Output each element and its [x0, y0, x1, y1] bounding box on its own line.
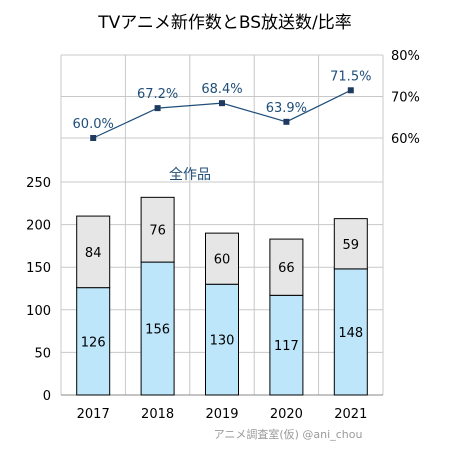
ratio-data-label: 67.2% — [137, 87, 178, 102]
left-axis-ticks: 0 50 100 150 200 250 — [26, 176, 51, 404]
ratio-point — [347, 87, 354, 94]
ratio-point — [90, 135, 97, 141]
bar-data-label: 59 — [343, 238, 360, 253]
x-tick-label: 2019 — [205, 407, 238, 422]
all-works-annotation: 全作品 — [169, 166, 211, 183]
grid-lines — [60, 54, 384, 396]
bar-segment-lower — [140, 261, 175, 396]
y-tick-label: 100 — [26, 304, 51, 319]
stacked-bars: 126 84 156 76 130 60 117 66 148 59 — [76, 196, 368, 396]
right-tick-label: 80% — [391, 49, 420, 64]
x-tick-label: 2017 — [77, 407, 110, 422]
x-axis-ticks: 2017 2018 2019 2020 2021 — [77, 407, 368, 422]
bar-data-label: 126 — [81, 335, 106, 350]
ratio-point — [219, 100, 225, 107]
ratio-line-path — [92, 89, 352, 139]
ratio-data-label: 60.0% — [73, 117, 114, 132]
chart-title: TVアニメ新作数とBS放送数/比率 — [97, 13, 352, 33]
y-tick-label: 250 — [26, 176, 51, 191]
ratio-point — [283, 118, 290, 125]
bar-segment-upper — [76, 215, 111, 289]
y-tick-label: 200 — [26, 219, 51, 234]
bar-data-label: 130 — [210, 334, 235, 349]
ratio-line: 60.0% 67.2% 68.4% 63.9% 71.5% — [73, 69, 371, 141]
x-tick-label: 2021 — [334, 407, 367, 422]
bar-segment-upper — [205, 232, 239, 285]
x-tick-label: 2020 — [270, 407, 303, 422]
bar-segment-lower — [333, 268, 368, 396]
bar-segment-upper — [269, 238, 304, 296]
right-tick-label: 70% — [391, 91, 420, 106]
ratio-data-label: 68.4% — [201, 82, 242, 97]
bar-data-label: 84 — [85, 246, 102, 261]
y-tick-label: 50 — [34, 346, 51, 361]
credit-text: アニメ調査室(仮) @ani_chou — [214, 427, 363, 441]
bar-segment-lower — [205, 283, 239, 396]
right-axis-ticks: 60% 70% 80% — [391, 49, 420, 147]
ratio-data-label: 63.9% — [266, 101, 307, 116]
bar-data-label: 60 — [214, 253, 231, 268]
bar-data-label: 76 — [149, 224, 166, 239]
bar-data-label: 117 — [274, 339, 299, 354]
right-tick-label: 60% — [391, 132, 420, 147]
bar-data-label: 148 — [338, 326, 363, 341]
ratio-point — [154, 105, 161, 112]
y-tick-label: 0 — [43, 389, 51, 404]
x-tick-label: 2018 — [141, 407, 174, 422]
bar-data-label: 66 — [278, 261, 295, 276]
ratio-data-label: 71.5% — [330, 69, 371, 84]
bar-segment-upper — [140, 196, 175, 263]
y-tick-label: 150 — [26, 261, 51, 276]
bar-data-label: 156 — [145, 323, 170, 338]
bar-segment-lower — [76, 287, 111, 396]
bar-segment-upper — [333, 218, 368, 270]
